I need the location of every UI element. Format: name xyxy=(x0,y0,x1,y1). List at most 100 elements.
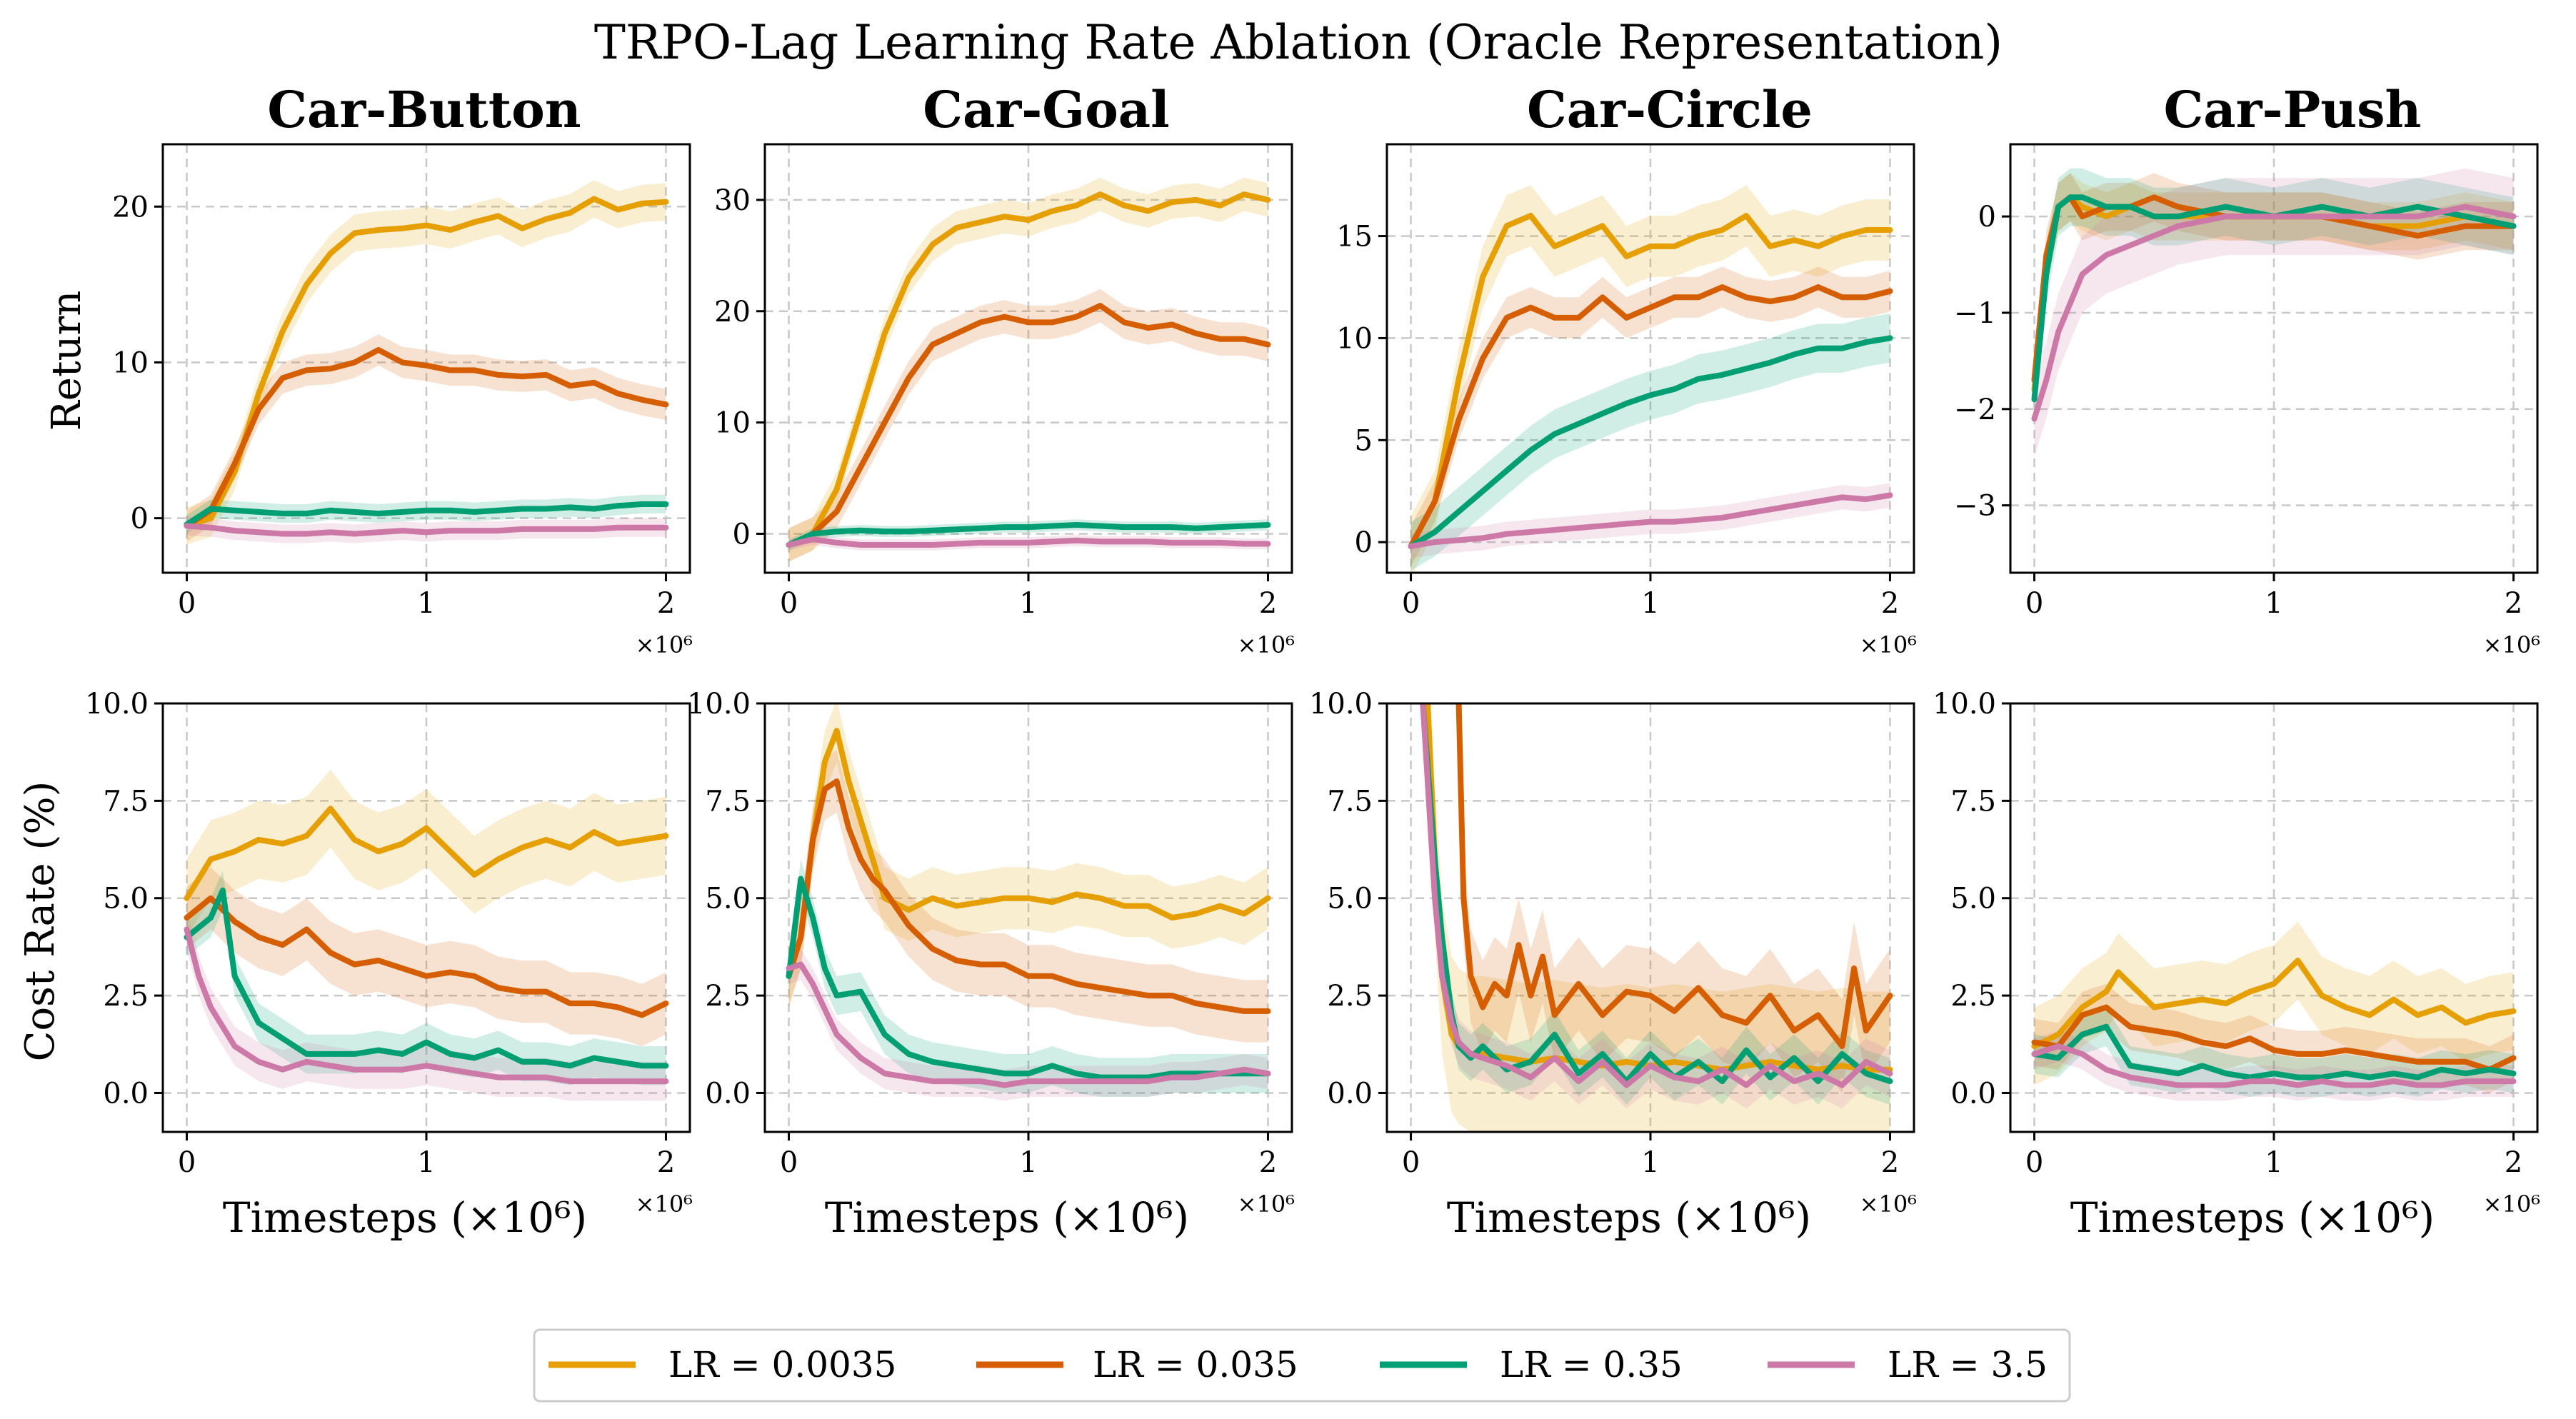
y-tick-label: 2.5 xyxy=(1950,980,1996,1013)
y-tick-label: 10 xyxy=(112,346,149,379)
series-band xyxy=(186,494,666,534)
series-line xyxy=(1455,703,1893,1049)
series-line xyxy=(184,347,669,529)
series-line xyxy=(786,303,1271,548)
series-line xyxy=(786,728,1271,979)
x-tick-label: 2 xyxy=(1259,1146,1277,1179)
series-band xyxy=(788,948,1268,1101)
x-tick-label: 0 xyxy=(178,1146,196,1179)
y-tick-label: 2.5 xyxy=(1327,980,1373,1013)
x-tick-label: 1 xyxy=(1019,587,1037,620)
series-band xyxy=(1410,314,1890,571)
x-axis-label: Timesteps (×10⁶) xyxy=(1447,1193,1811,1242)
x-tick-label: 1 xyxy=(1641,1146,1659,1179)
series-band xyxy=(186,334,666,542)
x-tick-label: 2 xyxy=(1259,587,1277,620)
column-title-1: Car-Goal xyxy=(923,80,1169,139)
series-line xyxy=(786,536,1271,548)
y-tick-label: 2.5 xyxy=(705,980,751,1013)
legend-frame xyxy=(533,1328,2071,1403)
series-line xyxy=(786,876,1271,1080)
y-tick-label: 15 xyxy=(1336,221,1373,254)
y-tick-label: 10 xyxy=(714,407,751,440)
series-band xyxy=(2034,983,2514,1093)
y-tick-label: 0 xyxy=(131,503,149,536)
y-tick-label: 10.0 xyxy=(85,688,149,721)
series-line xyxy=(786,961,1271,1088)
x-scale-label: ×10⁶ xyxy=(1238,631,1295,658)
series-line xyxy=(2031,958,2517,1049)
y-tick-label: 0.0 xyxy=(1950,1077,1996,1110)
x-tick-label: 0 xyxy=(2025,1146,2043,1179)
y-tick-label: 7.5 xyxy=(1327,785,1373,818)
x-scale-label: ×10⁶ xyxy=(1860,1190,1917,1218)
series-line xyxy=(1408,492,1893,549)
y-tick-label: 10 xyxy=(1336,322,1373,355)
column-title-2: Car-Circle xyxy=(1527,80,1813,139)
column-title-3: Car-Push xyxy=(2164,80,2422,139)
series-line xyxy=(184,196,669,529)
series-line xyxy=(786,191,1271,548)
plot-area xyxy=(184,769,669,1101)
series-line xyxy=(786,778,1271,1014)
series-line xyxy=(2031,194,2517,403)
x-tick-label: 0 xyxy=(780,1146,798,1179)
x-scale-label: ×10⁶ xyxy=(2483,1190,2540,1218)
ylabel-cost-rate: Cost Rate (%) xyxy=(17,781,64,1062)
x-scale-label: ×10⁶ xyxy=(1860,631,1917,658)
series-line xyxy=(184,926,669,1085)
series-band xyxy=(788,750,1268,1043)
series-line xyxy=(1408,213,1893,549)
series-line xyxy=(184,806,669,901)
x-tick-label: 0 xyxy=(1402,587,1420,620)
y-tick-label: −1 xyxy=(1954,297,1996,330)
y-tick-label: 0.0 xyxy=(103,1077,149,1110)
legend-label-2: LR = 0.35 xyxy=(1500,1344,1683,1385)
plot-area xyxy=(2031,921,2517,1101)
plot-area xyxy=(1408,185,1893,573)
x-tick-label: 1 xyxy=(417,587,435,620)
x-scale-label: ×10⁶ xyxy=(636,631,693,658)
panel-cost-1: 0 1 2 0.0 2.5 5.0 7.5 10.0 ×10⁶ Timesteps (×10⁶) xyxy=(687,688,1295,1242)
series-line xyxy=(184,501,669,528)
y-tick-label: 0 xyxy=(733,518,751,551)
series-band xyxy=(186,180,666,545)
series-band xyxy=(2034,921,2514,1085)
plot-area xyxy=(786,703,1271,1101)
x-tick-label: 1 xyxy=(417,1146,435,1179)
y-tick-label: 0.0 xyxy=(705,1077,751,1110)
x-tick-label: 0 xyxy=(2025,587,2043,620)
y-tick-label: 5.0 xyxy=(1950,883,1996,916)
plot-area xyxy=(1420,703,1893,1132)
series-band xyxy=(186,867,666,1046)
y-tick-label: 5 xyxy=(1355,424,1373,457)
y-tick-label: 7.5 xyxy=(103,785,149,818)
y-tick-label: 10.0 xyxy=(687,688,751,721)
series-band xyxy=(2034,168,2514,458)
x-tick-label: 0 xyxy=(780,587,798,620)
y-tick-label: 5.0 xyxy=(705,883,751,916)
x-scale-label: ×10⁶ xyxy=(2483,631,2540,658)
series-band xyxy=(186,769,666,938)
x-tick-label: 0 xyxy=(1402,1146,1420,1179)
legend: LR = 0.0035 LR = 0.035 LR = 0.35 LR = 3.… xyxy=(533,1328,2071,1403)
legend-label-1: LR = 0.035 xyxy=(1093,1344,1298,1385)
x-tick-label: 2 xyxy=(1881,587,1899,620)
x-tick-label: 2 xyxy=(1881,1146,1899,1179)
series-line xyxy=(184,895,669,1018)
series-line xyxy=(2031,204,2517,422)
y-tick-label: 0.0 xyxy=(1327,1077,1373,1110)
series-line xyxy=(2031,1004,2517,1073)
series-line xyxy=(2031,1043,2517,1088)
panel-cost-0: 0 1 2 0.0 2.5 5.0 7.5 10.0 ×10⁶ Timesteps (×10⁶) xyxy=(85,688,693,1242)
x-tick-label: 1 xyxy=(1019,1146,1037,1179)
series-band xyxy=(788,703,1268,1008)
figure-title: TRPO-Lag Learning Rate Ablation (Oracle … xyxy=(594,15,2003,70)
plot-area xyxy=(786,177,1271,562)
panel-return-2: 0 1 2 0 5 10 15 ×10⁶ xyxy=(1336,143,1917,658)
x-tick-label: 1 xyxy=(1641,587,1659,620)
series-line xyxy=(1420,703,1893,1088)
y-tick-label: 10.0 xyxy=(1933,688,1996,721)
